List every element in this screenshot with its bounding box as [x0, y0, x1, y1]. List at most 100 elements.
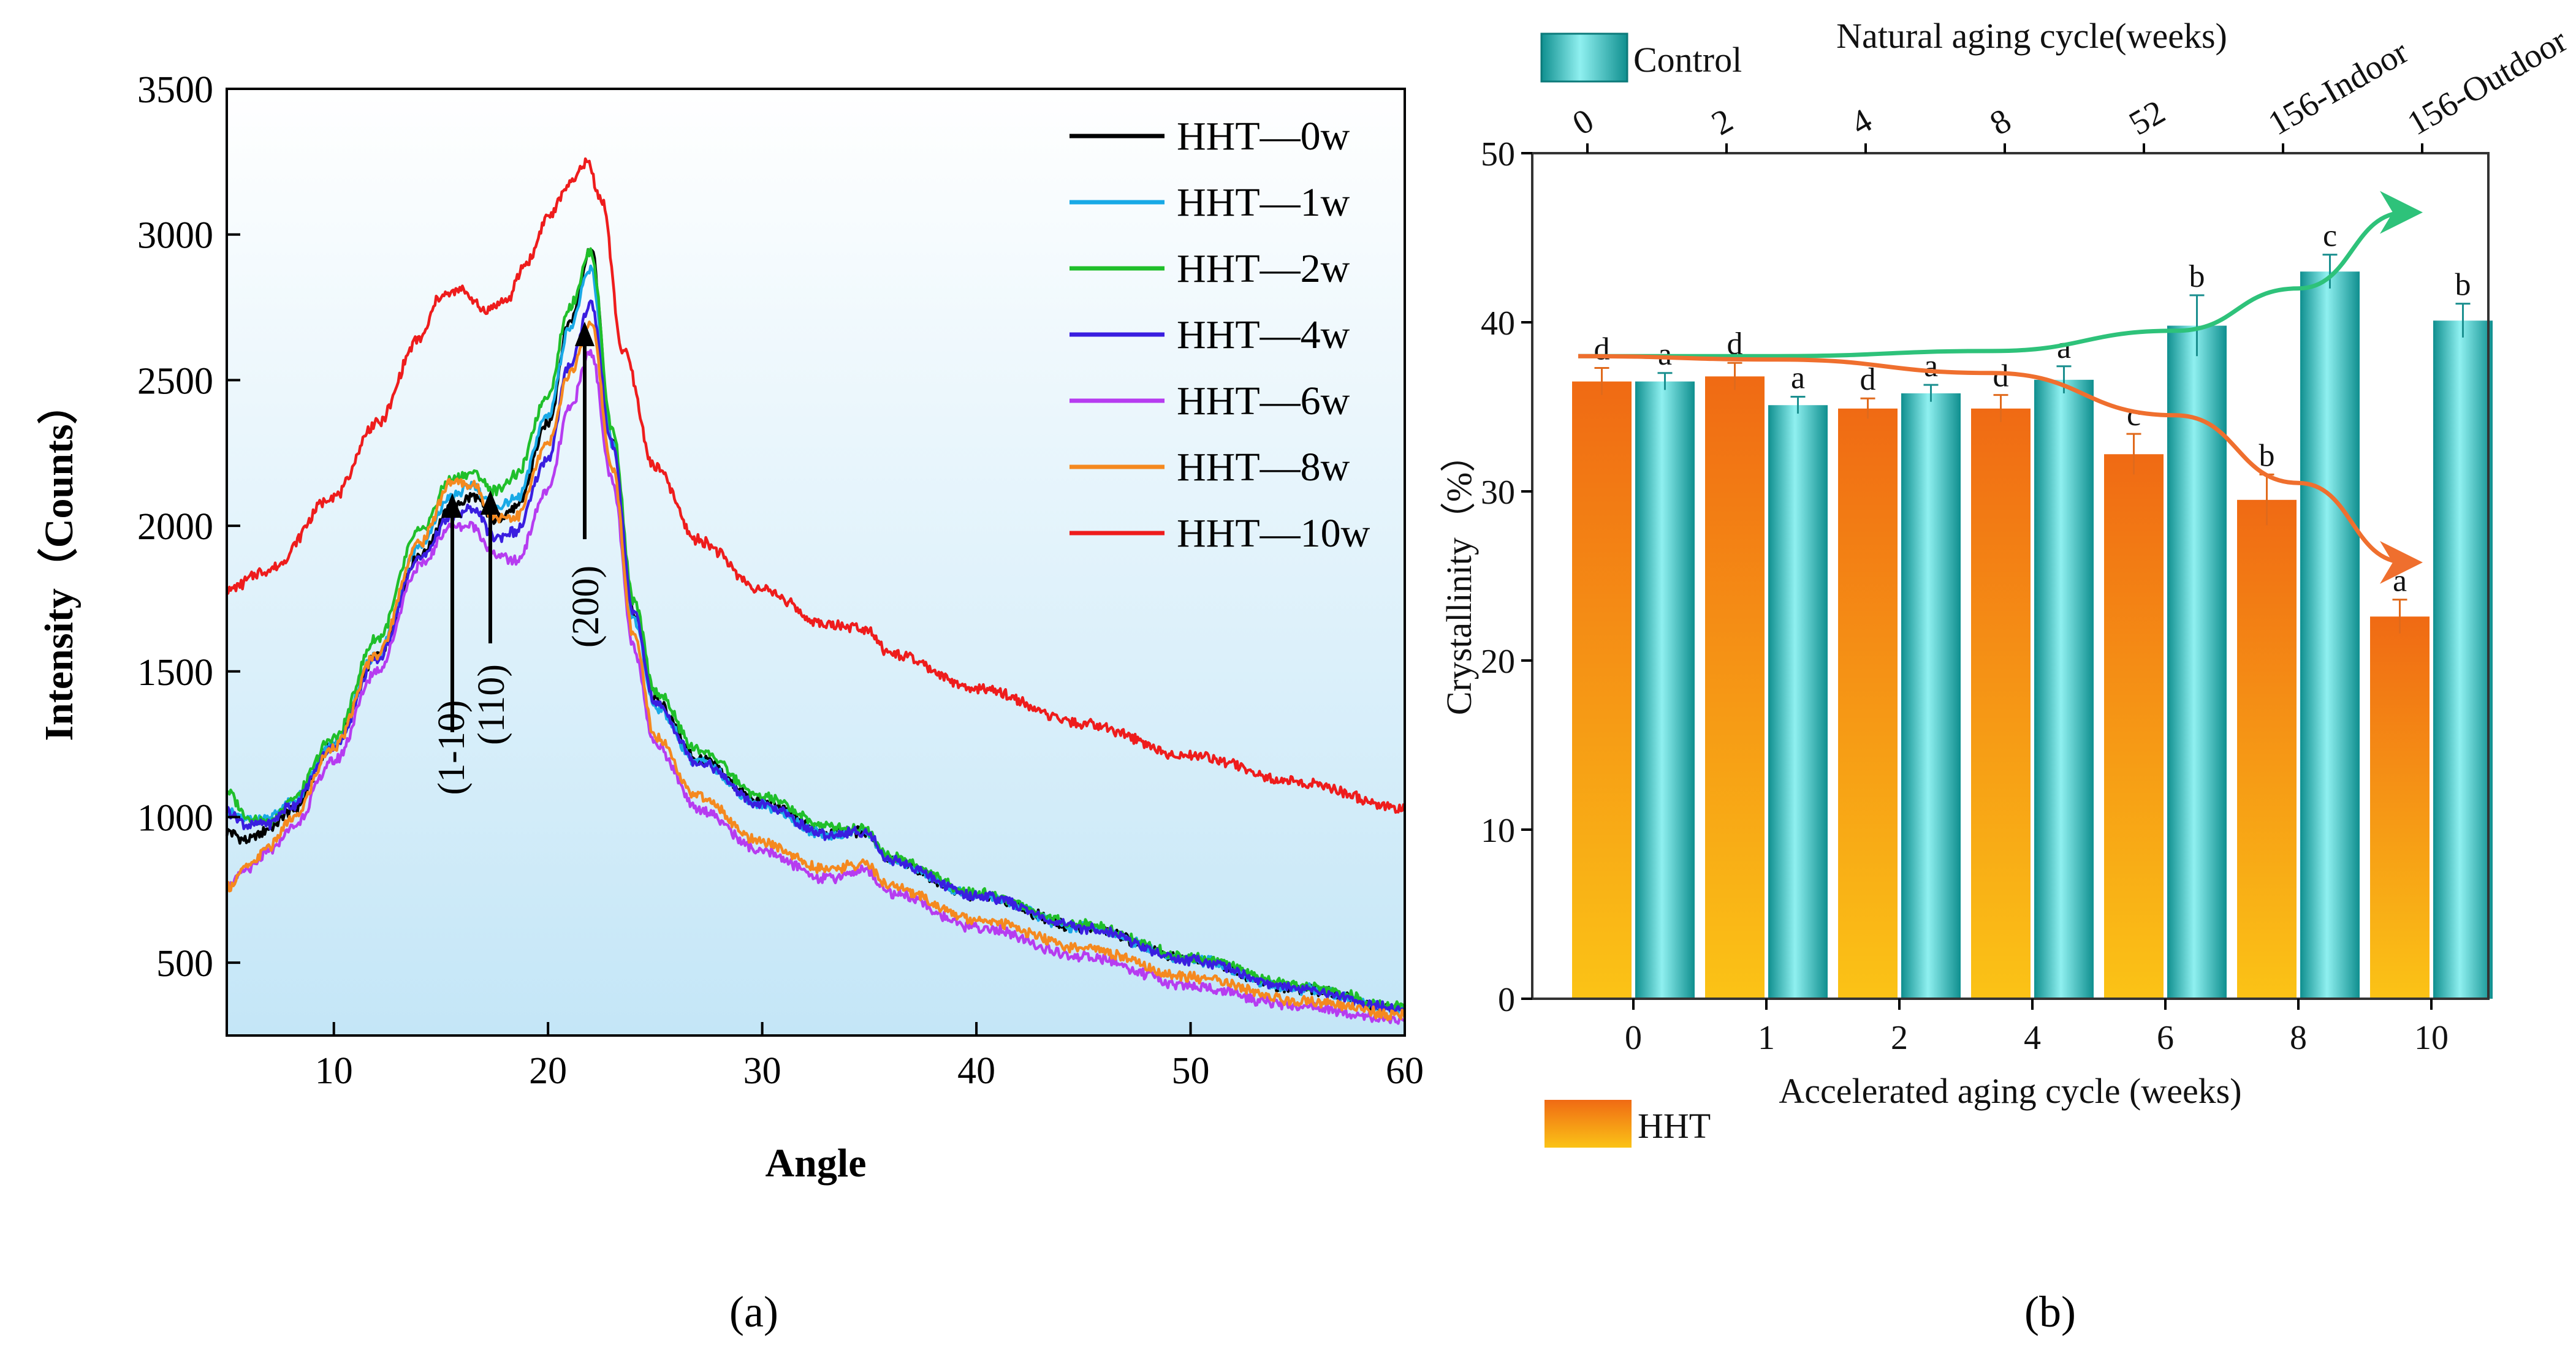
x2-tick-label-b: 4	[1845, 102, 1879, 143]
panel-label-b: (b)	[2024, 1287, 2076, 1336]
series-line-hht2w	[226, 247, 1406, 1010]
legend-label-1: HHT—1w	[1177, 180, 1350, 225]
significance-letter-control: c	[2323, 219, 2337, 254]
trend-arrow-control	[1578, 191, 2423, 358]
y-tick-label-b: 0	[1498, 981, 1515, 1019]
series-line-hht8w	[226, 320, 1407, 1021]
panel-label-a: (a)	[729, 1287, 778, 1336]
x-tick-label-a: 10	[315, 1050, 353, 1092]
y-tick-label-a: 1500	[137, 652, 213, 694]
significance-letter-hht: b	[2259, 438, 2275, 473]
y-tick-label-a: 3000	[137, 215, 213, 257]
plot-a-lines	[225, 157, 1407, 1025]
x-axis-label-a: Angle	[766, 1141, 867, 1186]
significance-letter-hht: a	[2393, 564, 2407, 599]
x-tick-label-a: 40	[957, 1050, 995, 1092]
y-tick-label-b: 30	[1481, 474, 1515, 512]
bar-control	[2034, 379, 2094, 999]
bar-hht	[1971, 408, 2031, 999]
x-tick-label-b: 1	[1758, 1019, 1775, 1057]
y-tick-label-a: 3500	[137, 69, 213, 111]
y-tick-label-b: 50	[1481, 135, 1515, 173]
plot-b-frame	[1531, 152, 2490, 1000]
significance-letter-control: a	[1924, 349, 1938, 384]
x-tick-label-a: 30	[743, 1050, 781, 1092]
series-line-hht10w	[226, 157, 1406, 814]
bar-control	[2300, 271, 2360, 999]
annotation-arrowhead-1-10	[443, 493, 462, 518]
annotation-1-10: (1-10)	[431, 700, 473, 795]
y-tick-label-b: 40	[1481, 305, 1515, 343]
y-axis-label-b: Crystallinity（%）	[1439, 437, 1479, 715]
bar-hht	[2237, 499, 2297, 999]
legend-swatch-control	[1540, 32, 1628, 83]
y-tick-label-a: 1000	[137, 797, 213, 839]
y-tick-label-b: 10	[1481, 812, 1515, 850]
significance-letter-hht: d	[1594, 332, 1610, 367]
legend-control: Control	[1540, 32, 1742, 83]
x-tick-label-a: 50	[1172, 1050, 1210, 1092]
x-axis-label-b: Accelerated aging cycle (weeks)	[1779, 1071, 2241, 1111]
x-tick-label-b: 4	[2024, 1019, 2041, 1057]
significance-letter-hht: d	[1993, 359, 2009, 394]
significance-letter-control: b	[2455, 268, 2471, 303]
annotation-arrowhead-200	[575, 322, 595, 346]
panel-a: 10 20 30 40 50 60500100015002000250030003500 …	[36, 69, 1424, 1336]
x2-tick-label-b: 2	[1706, 102, 1739, 143]
y-tick-label-a: 2000	[137, 506, 213, 548]
legend-label-0: HHT—0w	[1177, 114, 1350, 159]
bar-hht	[2370, 616, 2430, 999]
trend-arrow-hht	[1578, 354, 2423, 584]
x2-tick-label-b: 0	[1567, 102, 1600, 143]
legend-a: HHT—0w HHT—1w HHT—2w HHT—4w HHT—6w HHT—8w HHT—…	[1070, 114, 1370, 556]
bar-hht	[1705, 376, 1765, 999]
legend-label-3: HHT—4w	[1177, 312, 1350, 357]
legend-label-2: HHT—2w	[1177, 246, 1350, 291]
annotation-110: (110)	[471, 664, 512, 745]
bar-hht	[1838, 408, 1898, 999]
x2-tick-label-b: 8	[1984, 102, 2018, 143]
series-line-hht6w	[226, 349, 1406, 1025]
x2-tick-label-b: 156-Indoor	[2262, 32, 2415, 143]
y-tick-label-a: 2500	[137, 360, 213, 402]
bar-hht	[2104, 454, 2164, 999]
series-line-hht4w	[225, 299, 1407, 1015]
legend-swatch-hht	[1544, 1100, 1632, 1148]
x-tick-label-a: 20	[529, 1050, 567, 1092]
x-tick-label-b: 2	[1891, 1019, 1908, 1057]
y-axis-label-a: Intensity（Counts）	[36, 384, 82, 741]
bar-control	[2167, 325, 2227, 999]
y-tick-label-b: 20	[1481, 643, 1515, 681]
x-tick-label-b: 6	[2157, 1019, 2174, 1057]
legend-label-5: HHT—8w	[1177, 445, 1350, 490]
plot-b-trend-arrows	[1578, 191, 2423, 584]
legend-label-6: HHT—10w	[1177, 511, 1370, 556]
significance-letter-hht: c	[2127, 398, 2141, 433]
legend-hht: HHT	[1544, 1100, 1711, 1148]
annotation-200: (200)	[565, 566, 607, 648]
x-tick-label-b: 8	[2290, 1019, 2307, 1057]
x-tick-label-b: 0	[1625, 1019, 1642, 1057]
x2-tick-label-b: 52	[2123, 93, 2171, 143]
y-tick-label-a: 500	[156, 943, 213, 985]
significance-letter-control: a	[2057, 330, 2071, 365]
x2-axis-label-b: Natural aging cycle(weeks)	[1836, 16, 2227, 56]
bar-control	[1635, 381, 1695, 999]
peak-annotations: (1-10) (110) (200)	[431, 322, 607, 795]
x-tick-label-b: 10	[2414, 1019, 2449, 1057]
plot-a-frame	[226, 88, 1406, 1037]
bar-hht	[1572, 381, 1632, 999]
bar-control	[2433, 320, 2493, 999]
legend-label-control: Control	[1633, 40, 1742, 80]
significance-letter-control: b	[2189, 259, 2205, 294]
legend-label-4: HHT—6w	[1177, 379, 1350, 423]
bar-control	[1901, 393, 1961, 999]
significance-letter-control: a	[1791, 360, 1805, 395]
x-tick-label-a: 60	[1386, 1050, 1424, 1092]
significance-letter-hht: d	[1860, 362, 1876, 397]
annotation-arrowhead-110	[481, 490, 500, 515]
bar-control	[1768, 405, 1828, 999]
legend-label-hht: HHT	[1638, 1106, 1711, 1146]
